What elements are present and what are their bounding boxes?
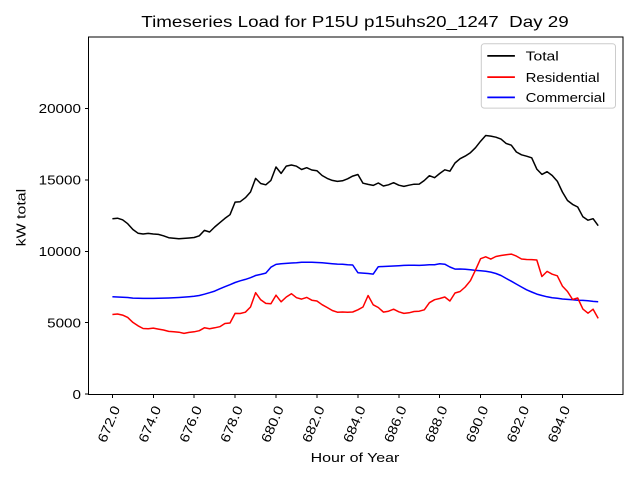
- svg-text:Total: Total: [526, 49, 559, 64]
- svg-text:kW total: kW total: [13, 189, 28, 247]
- svg-text:0: 0: [73, 387, 82, 402]
- svg-text:15000: 15000: [39, 173, 81, 188]
- svg-text:20000: 20000: [39, 101, 81, 116]
- svg-text:Residential: Residential: [526, 70, 600, 85]
- svg-text:10000: 10000: [39, 244, 81, 259]
- svg-text:Timeseries Load for P15U p15uh: Timeseries Load for P15U p15uhs20_1247 D…: [141, 14, 569, 31]
- svg-text:5000: 5000: [47, 315, 81, 330]
- svg-text:Commercial: Commercial: [526, 90, 606, 105]
- svg-text:Hour of Year: Hour of Year: [311, 450, 400, 465]
